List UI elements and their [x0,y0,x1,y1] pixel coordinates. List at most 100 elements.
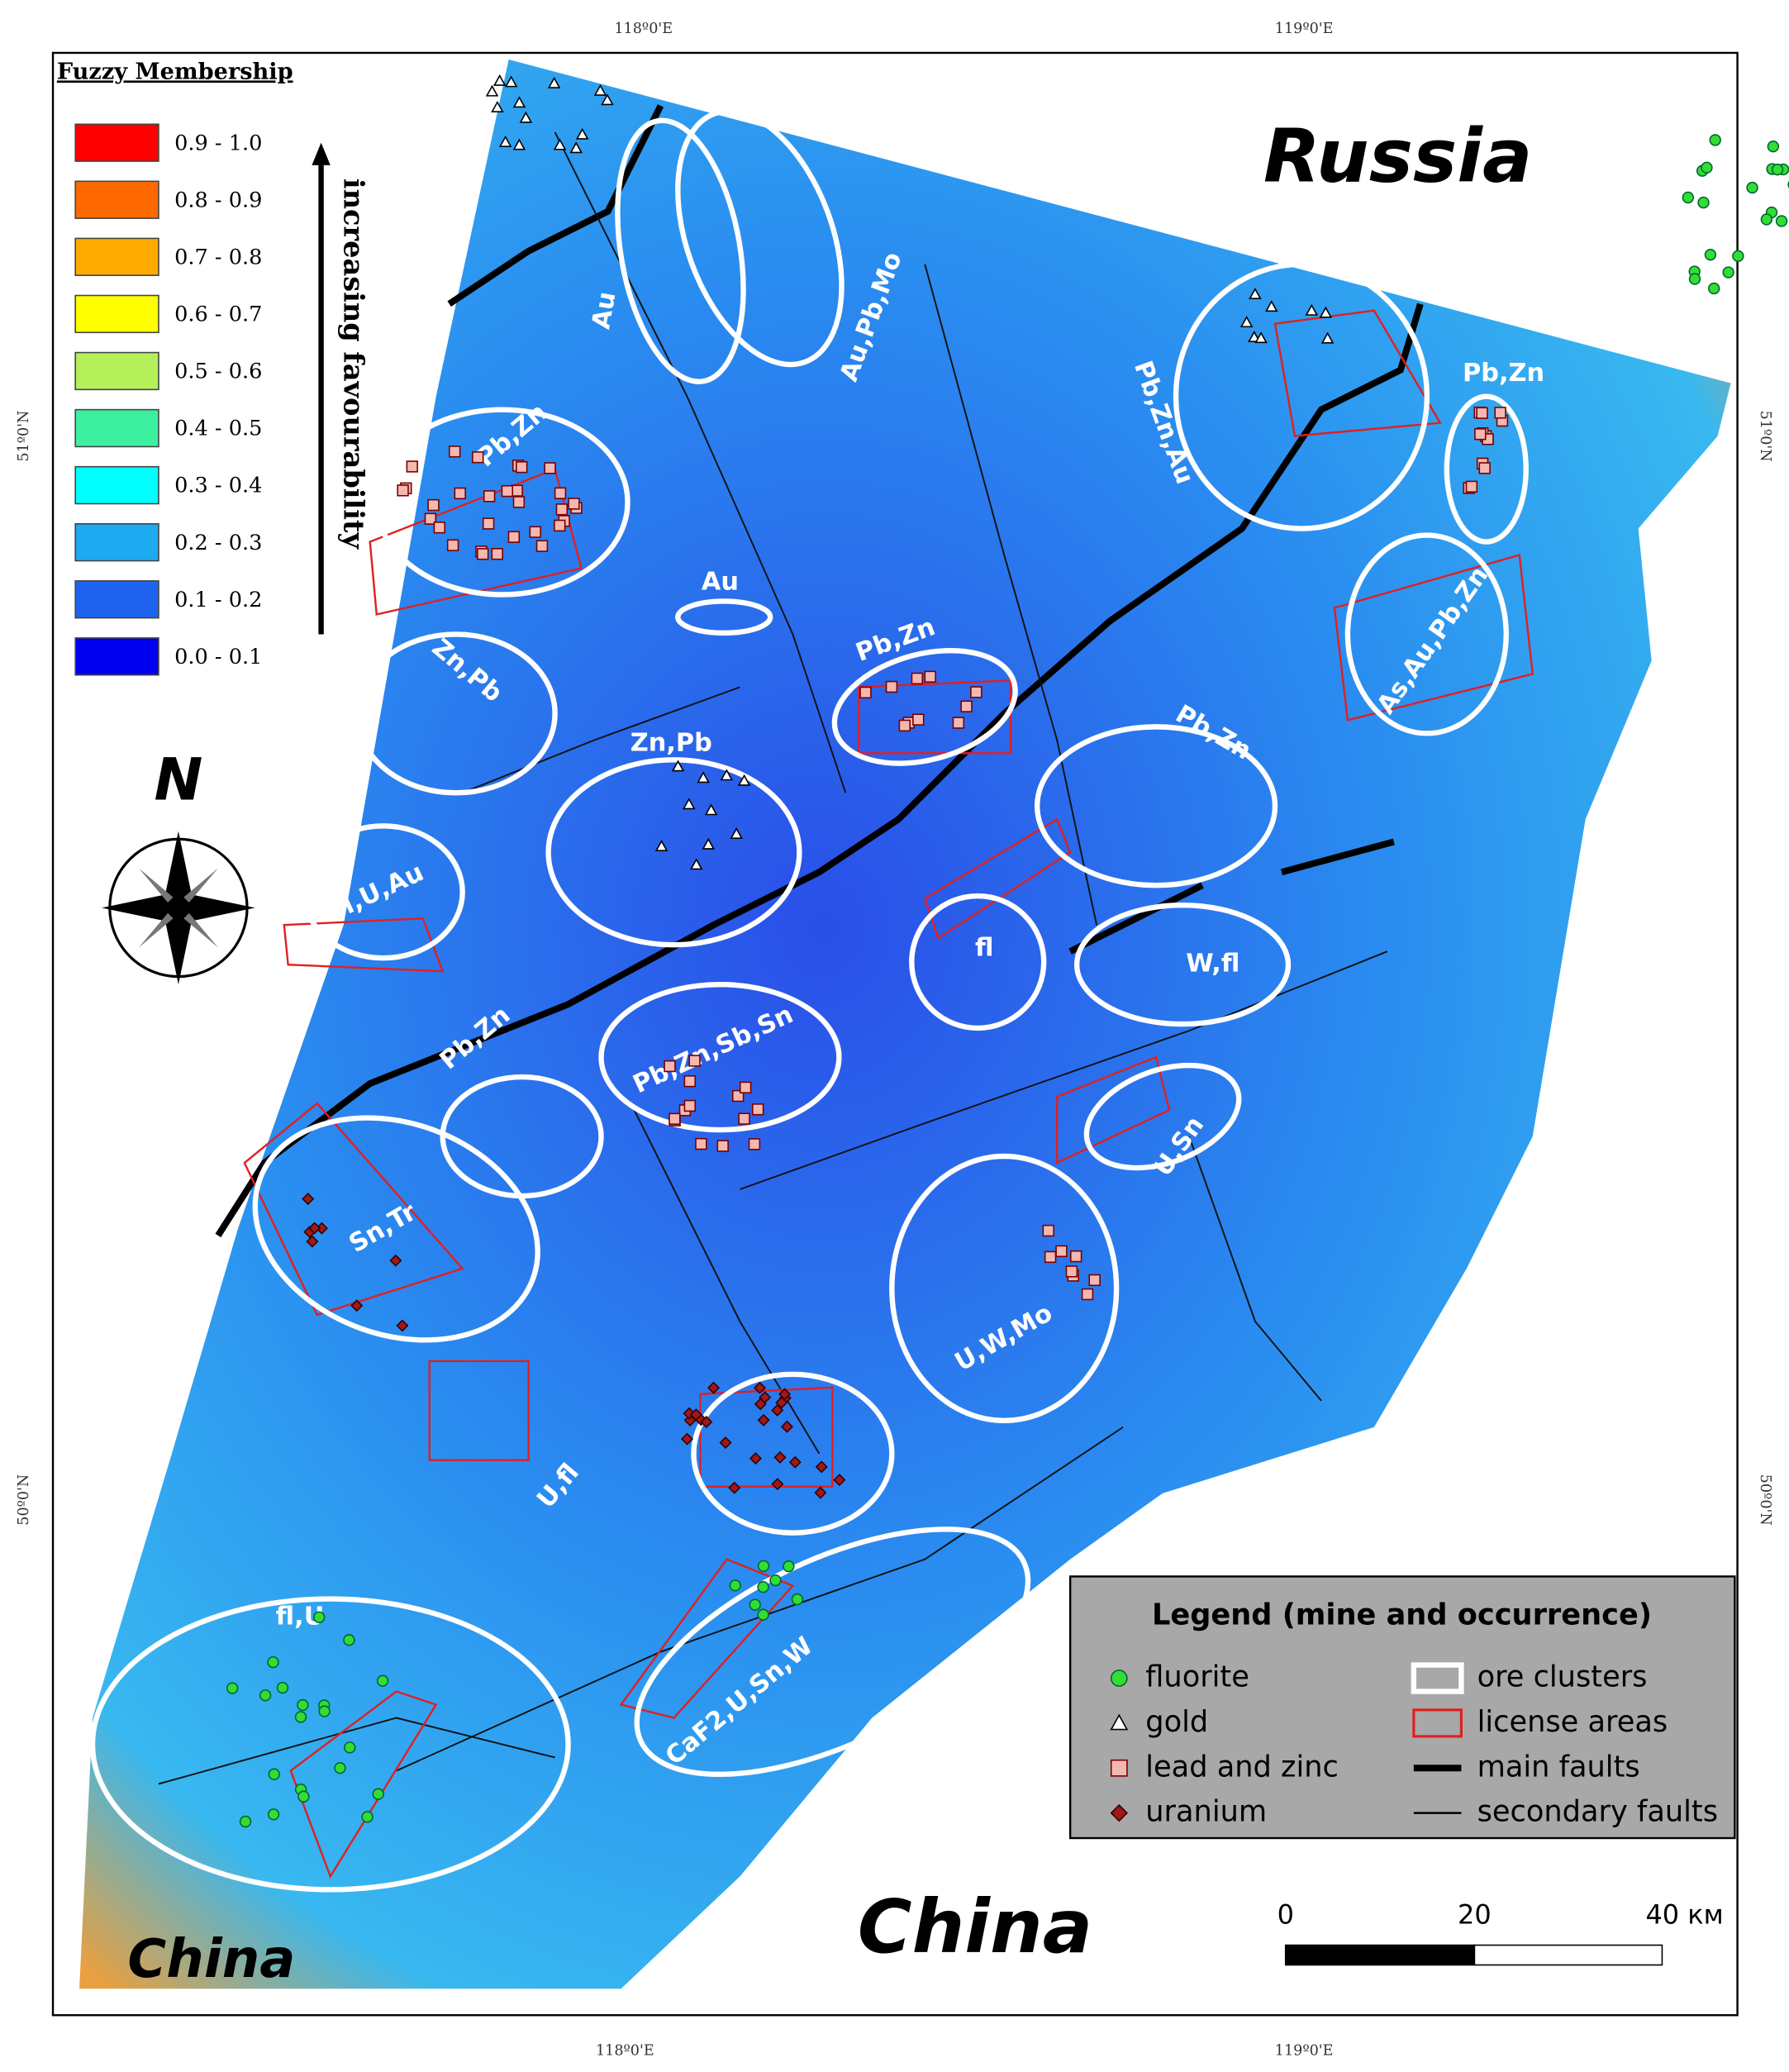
uranium-point [689,1408,702,1422]
gold-point [730,827,743,840]
fluorite-point [1746,181,1758,194]
lat-label: 50º0'N [1757,1474,1773,1526]
country-label: Russia [1263,113,1532,199]
gold-point [720,769,734,781]
uranium-point [757,1413,770,1427]
lead-zinc-point [554,487,567,499]
fluorite-point [276,1681,289,1694]
cluster-outline [1034,724,1278,888]
fluorite-point [1708,282,1720,295]
lead-zinc-point [688,1055,701,1067]
fluorite-point [372,1788,384,1800]
lead-zinc-point [516,460,528,474]
fuzzy-legend-title: Fuzzy Membership [57,58,293,84]
cluster-label: Zn,Pb [630,729,712,758]
lead-zinc-point [1465,480,1478,493]
fluorite-point [1688,273,1701,285]
class-label: 0.8 - 0.9 [174,188,262,212]
fluorite-point [239,1815,252,1828]
gold-point [593,83,607,96]
lead-zinc-point [1065,1265,1078,1278]
gold-point [1254,331,1268,344]
cluster-outline [691,1371,895,1536]
legend-label: fluorite [1145,1660,1249,1694]
fluorite-point [343,1634,355,1646]
lead-zinc-point [970,686,983,698]
cluster-outline [354,631,558,796]
fluorite-point [1697,196,1710,209]
country-label: China [127,1929,295,1990]
legend-label: uranium [1145,1795,1267,1829]
fluorite-point [757,1608,769,1621]
fluorite-point [1704,248,1717,261]
lead-zinc-point [427,498,440,512]
uranium-point [719,1436,732,1450]
scale-label: 20 [1458,1898,1492,1930]
occurrence-points [226,74,1789,1828]
lead-zinc-point [738,1112,750,1125]
north-label: N [154,746,202,814]
lead-zinc-point [454,487,466,500]
gold-point [1320,331,1335,344]
cluster-label: Pb,Zn [1463,359,1544,388]
scale-label: 0 [1278,1898,1294,1930]
class-label: 0.4 - 0.5 [174,417,262,441]
class-label: 0.2 - 0.3 [174,531,262,555]
scale-label: 40 км [1645,1898,1723,1930]
class-swatch [74,123,159,162]
gold-point [553,138,567,150]
lead-zinc-point [1110,1759,1128,1777]
fluorite-point [783,1560,795,1573]
lead-zinc-point [507,531,521,543]
lead-zinc-point [512,496,526,508]
lat-label: 51º0'N [1757,411,1773,462]
fluorite-point [294,1711,307,1723]
cluster-label: Au [587,289,621,331]
uranium-point [350,1299,364,1312]
country-label: China [858,1884,1092,1970]
lead-zinc-point [1069,1250,1082,1263]
lon-label: 118º0'E [614,21,673,37]
gold-point [547,76,561,88]
uranium-point [833,1474,846,1487]
lead-zinc-point [885,680,898,693]
uranium-point [780,1420,793,1433]
cluster-outline [1344,532,1509,736]
lead-zinc-point [433,522,446,534]
cluster-outline [889,1153,1120,1423]
lead-zinc-point [683,1099,697,1112]
license-areas [243,309,1534,1879]
class-swatch [74,180,159,219]
cluster-outline [374,407,630,598]
fluorite-point [259,1689,272,1702]
uranium-point [302,1193,315,1206]
lead-zinc-point [912,713,925,726]
lead-zinc-point [1055,1245,1068,1258]
gold-point [1319,306,1333,318]
class-label: 0.5 - 0.6 [174,360,262,384]
gold-point [601,93,614,106]
fluorite-point [1701,161,1713,174]
gold-point [492,74,507,86]
gold-point [512,96,526,108]
legend-label: main faults [1477,1750,1640,1784]
uranium-point [771,1478,784,1491]
cluster-outline [1073,903,1292,1027]
fluorite-point [313,1611,326,1623]
gold-point [1305,303,1319,316]
fluorite-point [729,1579,741,1592]
uranium-point [771,1403,784,1417]
legend-label: gold [1145,1705,1208,1739]
cluster-outline [598,981,842,1133]
cluster-outline [831,647,1018,766]
lead-zinc-point [898,719,911,732]
lat-label: 50º0'N [16,1474,32,1526]
fluorite-point [1110,1670,1128,1687]
class-swatch [74,580,159,619]
cluster-outline [545,757,802,948]
gold-point [1110,1713,1129,1731]
lead-zinc-point [511,484,523,497]
lead-zinc-point [1476,407,1488,419]
